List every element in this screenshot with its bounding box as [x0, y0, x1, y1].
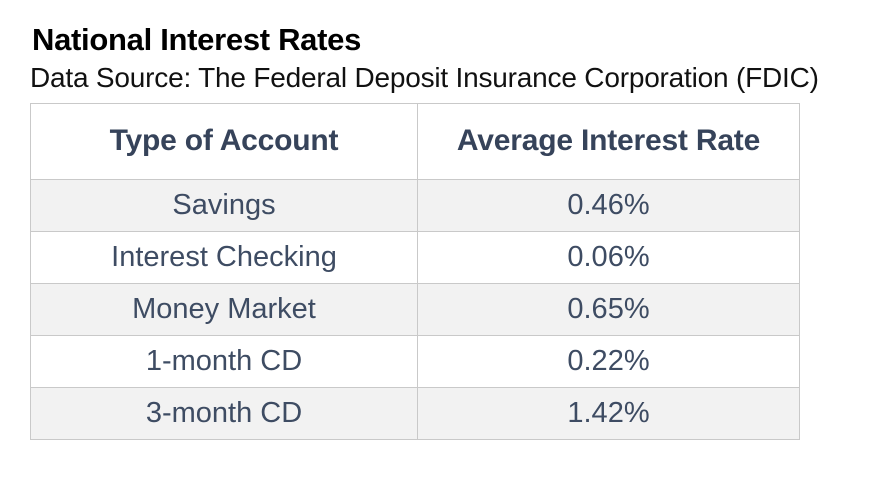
page-title: National Interest Rates	[32, 22, 362, 57]
table-row: Interest Checking 0.06%	[30, 230, 800, 284]
interest-rate-cell: 0.46%	[417, 178, 800, 232]
column-header-account-type: Type of Account	[30, 102, 418, 180]
account-type-cell: 1-month CD	[30, 334, 418, 388]
column-header-average-interest-rate: Average Interest Rate	[417, 102, 800, 180]
interest-rates-table: Type of Account Average Interest Rate Sa…	[30, 102, 800, 440]
table-row: Money Market 0.65%	[30, 282, 800, 336]
account-type-cell: Interest Checking	[30, 230, 418, 284]
table-row: 1-month CD 0.22%	[30, 334, 800, 388]
table-header-row: Type of Account Average Interest Rate	[30, 102, 800, 180]
interest-rate-cell: 0.06%	[417, 230, 800, 284]
interest-rate-cell: 0.65%	[417, 282, 800, 336]
account-type-cell: Savings	[30, 178, 418, 232]
interest-rate-cell: 0.22%	[417, 334, 800, 388]
data-source-subtitle: Data Source: The Federal Deposit Insuran…	[30, 61, 819, 93]
interest-rate-cell: 1.42%	[417, 386, 800, 440]
account-type-cell: Money Market	[30, 282, 418, 336]
table-row: 3-month CD 1.42%	[30, 386, 800, 440]
table-row: Savings 0.46%	[30, 178, 800, 232]
account-type-cell: 3-month CD	[30, 386, 418, 440]
